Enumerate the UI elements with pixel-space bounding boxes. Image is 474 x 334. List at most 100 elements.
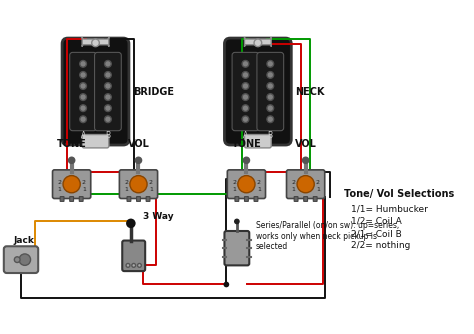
FancyBboxPatch shape — [70, 197, 73, 201]
Circle shape — [242, 71, 249, 78]
Circle shape — [267, 116, 273, 123]
Circle shape — [130, 176, 147, 193]
Circle shape — [302, 157, 310, 164]
FancyBboxPatch shape — [304, 197, 308, 201]
FancyBboxPatch shape — [245, 37, 271, 47]
Text: 2: 2 — [257, 180, 261, 185]
Circle shape — [91, 39, 100, 47]
FancyBboxPatch shape — [53, 170, 91, 198]
FancyBboxPatch shape — [228, 170, 265, 198]
Text: 1: 1 — [292, 187, 295, 192]
FancyBboxPatch shape — [257, 52, 283, 131]
FancyBboxPatch shape — [146, 197, 150, 201]
FancyBboxPatch shape — [94, 52, 121, 131]
Text: 1: 1 — [232, 187, 236, 192]
Circle shape — [126, 264, 130, 267]
Text: 2/2= nothing: 2/2= nothing — [352, 241, 411, 250]
Circle shape — [80, 83, 86, 90]
Circle shape — [224, 282, 229, 287]
Text: 2: 2 — [232, 180, 236, 185]
FancyBboxPatch shape — [82, 37, 109, 47]
Circle shape — [267, 83, 273, 90]
FancyBboxPatch shape — [127, 197, 131, 201]
Text: 2: 2 — [57, 180, 61, 185]
Circle shape — [234, 218, 240, 224]
FancyBboxPatch shape — [232, 52, 259, 131]
Circle shape — [132, 264, 136, 267]
Text: Tone/ Vol Selections: Tone/ Vol Selections — [344, 189, 454, 199]
Text: A: A — [243, 131, 248, 140]
Circle shape — [80, 94, 86, 101]
Text: 2: 2 — [82, 180, 86, 185]
Circle shape — [80, 71, 86, 78]
Text: 1/1= Humbucker: 1/1= Humbucker — [352, 204, 428, 213]
Circle shape — [105, 71, 111, 78]
Circle shape — [105, 116, 111, 123]
FancyBboxPatch shape — [137, 197, 140, 201]
Text: B: B — [268, 131, 273, 140]
Circle shape — [242, 105, 249, 112]
Text: 1/2= Coil A: 1/2= Coil A — [352, 217, 402, 226]
Text: NECK: NECK — [295, 87, 325, 97]
FancyBboxPatch shape — [245, 135, 271, 148]
Circle shape — [267, 60, 273, 67]
Text: 1: 1 — [316, 187, 320, 192]
Text: BRIDGE: BRIDGE — [133, 87, 174, 97]
Text: 1: 1 — [257, 187, 261, 192]
Circle shape — [238, 176, 255, 193]
Circle shape — [63, 176, 80, 193]
Circle shape — [242, 83, 249, 90]
Text: VOL: VOL — [128, 139, 149, 149]
FancyBboxPatch shape — [245, 197, 248, 201]
Circle shape — [137, 264, 141, 267]
Text: 3 Way: 3 Way — [143, 212, 174, 221]
FancyBboxPatch shape — [122, 240, 145, 271]
Text: 1: 1 — [124, 187, 128, 192]
Circle shape — [105, 83, 111, 90]
Circle shape — [105, 105, 111, 112]
Circle shape — [105, 60, 111, 67]
FancyBboxPatch shape — [79, 197, 83, 201]
Circle shape — [68, 157, 75, 164]
Text: Jack: Jack — [13, 236, 34, 245]
Text: 1: 1 — [82, 187, 86, 192]
FancyBboxPatch shape — [225, 231, 249, 266]
Circle shape — [105, 94, 111, 101]
Text: Series/Parallel (on/on sw): up=series,
works only when neck pickup is
selected: Series/Parallel (on/on sw): up=series, w… — [256, 221, 399, 251]
Circle shape — [80, 105, 86, 112]
Circle shape — [254, 39, 262, 47]
Circle shape — [14, 257, 20, 263]
Circle shape — [135, 157, 142, 164]
Circle shape — [267, 71, 273, 78]
Text: B: B — [105, 131, 110, 140]
Circle shape — [242, 116, 249, 123]
Circle shape — [297, 176, 314, 193]
Text: 2/1= Coil B: 2/1= Coil B — [352, 229, 402, 238]
Circle shape — [19, 254, 30, 266]
Text: A: A — [81, 131, 86, 140]
Text: 2: 2 — [124, 180, 128, 185]
Circle shape — [242, 94, 249, 101]
FancyBboxPatch shape — [4, 246, 38, 273]
FancyBboxPatch shape — [286, 170, 325, 198]
Text: VOL: VOL — [295, 139, 317, 149]
Circle shape — [267, 94, 273, 101]
Circle shape — [242, 60, 249, 67]
Text: TONE: TONE — [57, 139, 87, 149]
FancyBboxPatch shape — [82, 135, 109, 148]
FancyBboxPatch shape — [70, 52, 97, 131]
Circle shape — [126, 218, 136, 228]
Circle shape — [80, 60, 86, 67]
FancyBboxPatch shape — [225, 38, 292, 145]
Text: 2: 2 — [316, 180, 320, 185]
Circle shape — [243, 157, 250, 164]
FancyBboxPatch shape — [254, 197, 258, 201]
FancyBboxPatch shape — [62, 38, 129, 145]
FancyBboxPatch shape — [294, 197, 298, 201]
Circle shape — [267, 105, 273, 112]
FancyBboxPatch shape — [313, 197, 317, 201]
Text: 2: 2 — [292, 180, 295, 185]
Text: 1: 1 — [149, 187, 153, 192]
Text: 2: 2 — [149, 180, 153, 185]
Circle shape — [80, 116, 86, 123]
